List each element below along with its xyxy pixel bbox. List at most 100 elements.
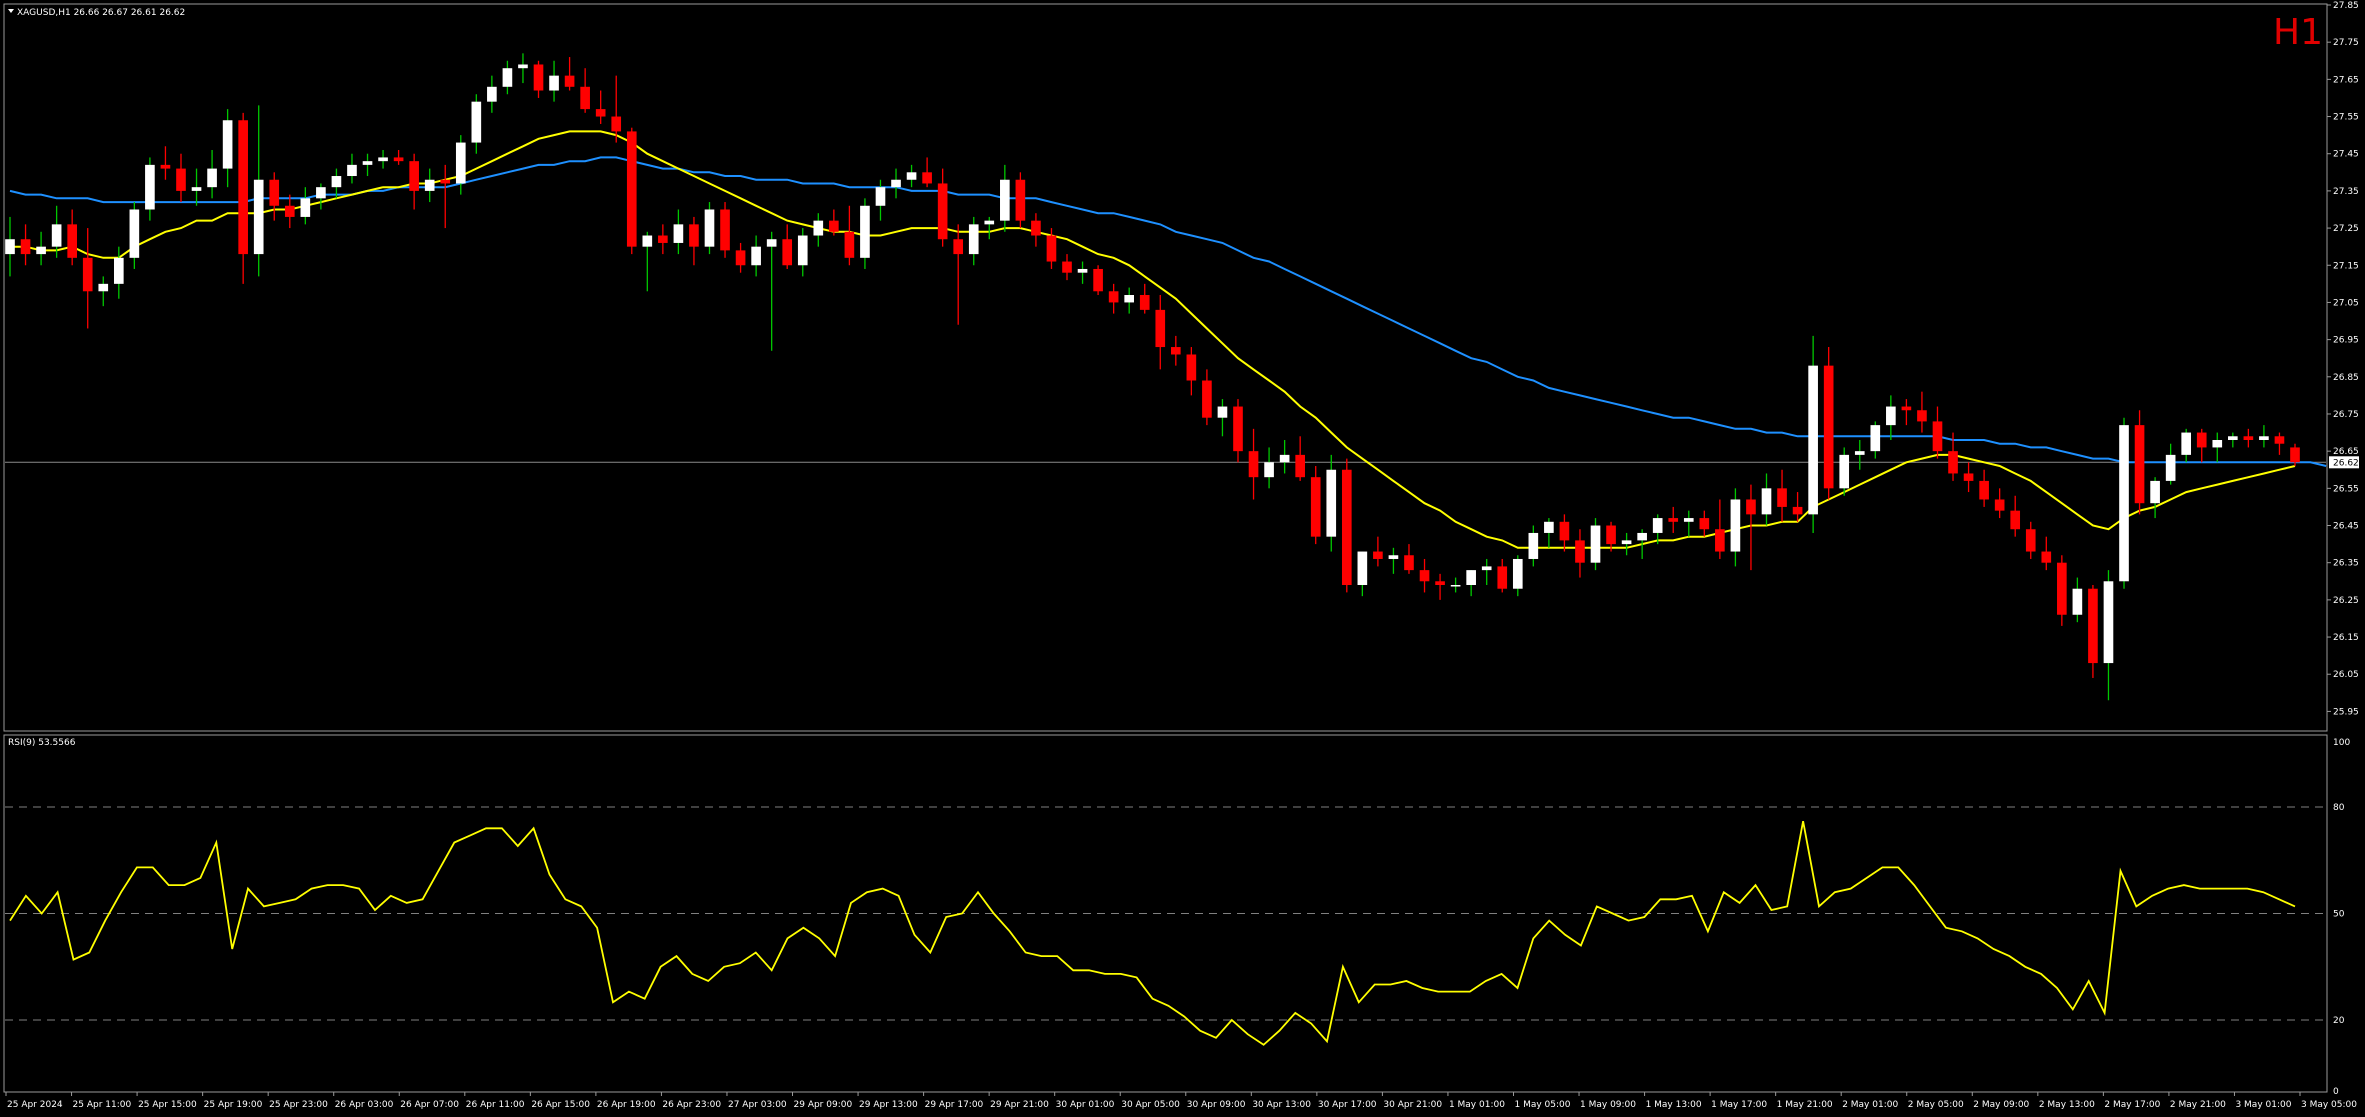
candle [98,276,109,307]
candle [487,75,497,113]
time-tick-label: 26 Apr 07:00 [400,1100,459,1110]
symbol-info: XAGUSD,H1 26.66 26.67 26.61 26.62 [17,8,185,18]
candle [424,168,435,203]
candle [564,57,575,91]
candle [82,228,93,329]
candle [1715,499,1725,559]
time-tick-label: 1 May 17:00 [1711,1100,1767,1110]
candle [378,150,388,169]
price-tick-label: 27.35 [2333,187,2359,197]
price-tick-label: 27.05 [2333,298,2359,308]
candle [611,75,622,143]
time-tick-label: 25 Apr 15:00 [138,1100,197,1110]
candle [1108,283,1119,314]
time-tick-label: 3 May 05:00 [2301,1100,2357,1110]
candle [51,205,62,258]
candle [1093,265,1103,295]
price-tick-label: 27.55 [2333,113,2359,123]
rsi-tick-label: 20 [2333,1016,2345,1026]
price-tick-label: 26.15 [2333,633,2359,643]
time-tick-label: 30 Apr 21:00 [1383,1100,1442,1110]
candle [1264,447,1274,489]
price-tick-label: 26.55 [2333,484,2359,494]
price-tick-label: 27.25 [2333,224,2359,234]
candle [1699,510,1710,537]
candle [829,209,839,236]
candle [455,135,466,195]
time-tick-label: 30 Apr 13:00 [1252,1100,1311,1110]
candle [844,205,855,266]
price-tick-label: 25.95 [2333,707,2359,717]
price-tick-label: 27.75 [2333,38,2359,48]
candle [720,202,730,258]
candle [269,172,280,221]
candle [284,194,295,229]
candle [2274,432,2285,455]
candle [1419,558,1430,593]
candle [1295,436,1305,481]
candle [1341,458,1352,593]
time-tick-label: 30 Apr 01:00 [1056,1100,1115,1110]
candle [253,105,264,277]
last-price-tag: 26.62 [2329,456,2359,469]
time-tick-label: 2 May 01:00 [1842,1100,1898,1110]
price-panel-frame [3,3,2328,732]
candle [1155,295,1166,370]
candle [626,127,637,255]
candle [533,60,544,98]
candle [207,150,217,199]
candle [937,168,948,247]
candle [1388,547,1399,574]
candle [1917,391,1927,433]
candle [1994,488,2005,519]
time-tick-label: 29 Apr 17:00 [925,1100,984,1110]
candle [129,202,140,269]
time-tick-label: 29 Apr 09:00 [794,1100,853,1110]
candle [393,150,404,165]
price-tick-label: 27.15 [2333,261,2359,271]
candle [347,153,357,184]
time-tick-label: 27 Apr 03:00 [728,1100,787,1110]
svg-text:26.62: 26.62 [2333,458,2359,468]
time-tick-label: 2 May 17:00 [2104,1100,2160,1110]
rsi-tick-label: 100 [2333,738,2350,748]
candle [2212,432,2223,463]
rsi-panel-frame [3,734,2328,1093]
candle [766,231,777,351]
candle [20,224,31,266]
candle [1761,473,1772,526]
collapse-triangle-icon[interactable] [8,9,14,13]
candle [2290,443,2300,467]
candle [2259,425,2269,448]
time-tick-label: 30 Apr 17:00 [1318,1100,1377,1110]
price-tick-label: 27.45 [2333,150,2359,160]
candle [2165,443,2176,485]
candle [595,90,606,124]
candle [1217,399,1228,437]
rsi-header: RSI(9) 53.5566 [8,738,76,748]
candle [36,231,46,266]
candle [502,60,513,95]
candle [2088,585,2098,678]
rsi-line [9,821,2296,1046]
candle [2196,428,2207,463]
ma-fast-line [10,130,2296,549]
candle [1046,228,1057,269]
candle [176,153,186,203]
price-tick-label: 26.05 [2333,670,2359,680]
candle [1854,440,1865,470]
candle [1481,558,1492,585]
candle [2072,577,2083,623]
time-tick-label: 26 Apr 15:00 [531,1100,590,1110]
price-tick-label: 27.65 [2333,75,2359,85]
candle [1901,399,1912,426]
candle [238,112,248,284]
candle [2010,495,2021,537]
time-tick-label: 25 Apr 23:00 [269,1100,328,1110]
candle [813,213,824,247]
price-tick-label: 26.65 [2333,447,2359,457]
time-tick-label: 1 May 01:00 [1449,1100,1505,1110]
candle [860,198,870,269]
